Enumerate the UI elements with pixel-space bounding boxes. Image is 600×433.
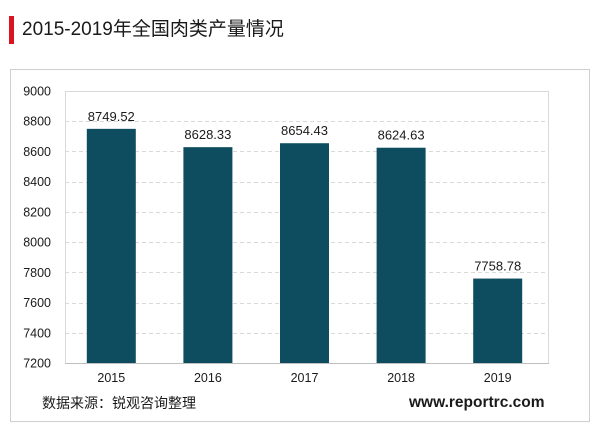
bar [376, 147, 426, 363]
chart-title: 2015-2019年全国肉类产量情况 [22, 19, 284, 40]
x-tick-label: 2019 [484, 371, 512, 385]
data-label: 8749.52 [88, 109, 135, 124]
bar [280, 143, 329, 363]
y-tick-label: 8200 [23, 205, 51, 219]
y-tick-label: 9000 [23, 85, 51, 99]
data-label: 7758.78 [474, 259, 521, 274]
y-tick-label: 7400 [23, 326, 51, 340]
bar [183, 147, 233, 363]
data-label: 8628.33 [184, 127, 231, 142]
bar [86, 128, 136, 363]
x-tick-label: 2018 [387, 371, 415, 385]
data-source-note: 数据来源：锐观咨询整理 [42, 395, 196, 411]
bar [473, 278, 523, 363]
x-tick-label: 2015 [97, 371, 125, 385]
chart-frame [10, 69, 590, 422]
y-tick-label: 8400 [23, 175, 51, 189]
data-label: 8624.63 [378, 128, 425, 143]
x-tick-label: 2016 [194, 371, 222, 385]
plot-layer: 7200 7400 7600 7800 8000 8200 8400 8600 8800 9000… [23, 85, 549, 385]
y-tick-label: 8800 [23, 115, 51, 129]
y-tick-label: 7600 [23, 296, 51, 310]
website-url: www.reportrc.com [409, 394, 545, 411]
y-tick-label: 7800 [23, 266, 51, 280]
y-tick-label: 7200 [23, 357, 51, 371]
y-tick-label: 8000 [23, 236, 51, 250]
title-accent-bar [9, 16, 14, 44]
x-tick-label: 2017 [291, 371, 319, 385]
y-tick-label: 8600 [23, 145, 51, 159]
data-label: 8654.43 [281, 123, 328, 138]
